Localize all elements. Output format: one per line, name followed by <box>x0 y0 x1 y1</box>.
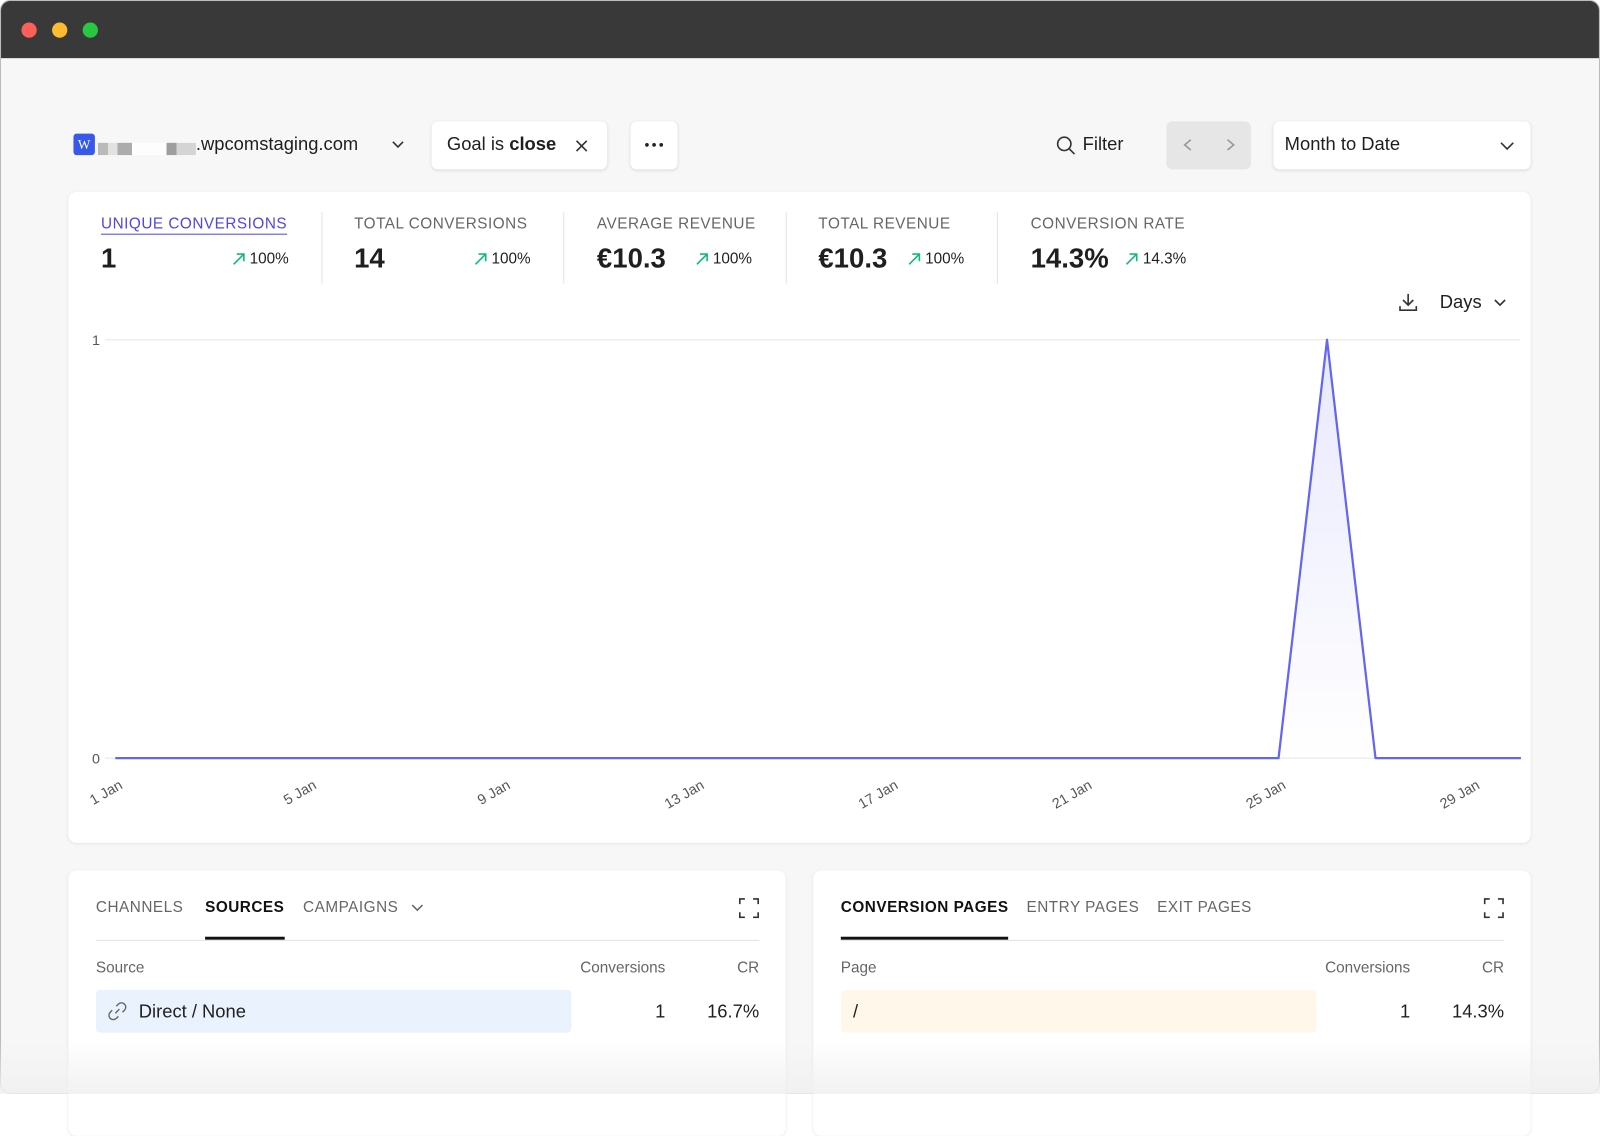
row-label[interactable]: / <box>853 1001 858 1022</box>
x-tick-label: 13 Jan <box>662 777 707 812</box>
up-arrow <box>231 252 245 266</box>
metric-divider <box>786 212 787 283</box>
metric-divider <box>563 212 564 283</box>
tab-divider <box>841 940 1504 941</box>
column-header: Conversions <box>1300 959 1410 976</box>
row-conversions: 1 <box>555 1001 665 1022</box>
up-arrow <box>473 252 487 266</box>
row-label[interactable]: Direct / None <box>139 1001 246 1022</box>
row-cr: 14.3% <box>1422 1001 1504 1022</box>
link-icon <box>108 1002 126 1020</box>
x-tick-label: 21 Jan <box>1050 777 1095 812</box>
metric-divider <box>321 212 322 283</box>
metric-change: 100% <box>597 250 752 267</box>
x-tick-label: 25 Jan <box>1244 777 1289 812</box>
column-header: Conversions <box>555 959 665 976</box>
metric-change: 100% <box>818 250 964 267</box>
change-text: 100% <box>925 250 964 267</box>
metric-change: 100% <box>101 250 289 267</box>
column-header: CR <box>1453 959 1504 976</box>
row-bar <box>841 990 1317 1033</box>
change-text: 14.3% <box>1143 250 1186 267</box>
x-tick-label: 5 Jan <box>281 777 319 808</box>
tab[interactable]: ENTRY PAGES <box>1027 899 1140 916</box>
expand-icon[interactable] <box>1484 898 1504 918</box>
metric-divider <box>997 212 998 283</box>
y-tick-label: 1 <box>92 333 100 349</box>
tab-divider <box>96 940 759 941</box>
column-header: Page <box>841 959 877 976</box>
metric-value: 14.3% <box>1031 243 1109 275</box>
up-arrow <box>695 252 709 266</box>
column-header: Source <box>96 959 145 976</box>
tab[interactable]: SOURCES <box>205 899 284 916</box>
y-tick-label: 0 <box>92 751 100 767</box>
up-arrow <box>1124 252 1138 266</box>
metric-label: TOTAL REVENUE <box>818 215 950 232</box>
page: W .wpcomstaging.com Goal is close Filter… <box>0 0 1600 1094</box>
metric-label[interactable]: UNIQUE CONVERSIONS <box>101 215 287 232</box>
metric-label: AVERAGE REVENUE <box>597 215 756 232</box>
area <box>115 340 1521 758</box>
metric-change: 14.3% <box>1124 250 1186 267</box>
stage: W .wpcomstaging.com Goal is close Filter… <box>0 0 1600 1094</box>
x-tick-label: 17 Jan <box>856 777 901 812</box>
tab[interactable]: CAMPAIGNS <box>303 899 398 916</box>
x-tick-label: 9 Jan <box>475 777 513 808</box>
x-tick-label: 29 Jan <box>1437 777 1482 812</box>
tab[interactable]: EXIT PAGES <box>1157 899 1252 916</box>
expand-icon[interactable] <box>739 898 759 918</box>
bottom-fade <box>0 1041 1600 1094</box>
change-text: 100% <box>250 250 289 267</box>
change-text: 100% <box>491 250 530 267</box>
metric-label: TOTAL CONVERSIONS <box>354 215 527 232</box>
tab[interactable]: CONVERSION PAGES <box>841 899 1009 916</box>
x-tick-label: 1 Jan <box>87 777 125 808</box>
change-text: 100% <box>713 250 752 267</box>
metric-change: 100% <box>354 250 531 267</box>
row-conversions: 1 <box>1300 1001 1410 1022</box>
tab-chevron <box>411 904 423 912</box>
row-cr: 16.7% <box>678 1001 760 1022</box>
tab[interactable]: CHANNELS <box>96 899 183 916</box>
metric-label: CONVERSION RATE <box>1031 215 1185 232</box>
up-arrow <box>907 252 921 266</box>
column-header: CR <box>708 959 759 976</box>
